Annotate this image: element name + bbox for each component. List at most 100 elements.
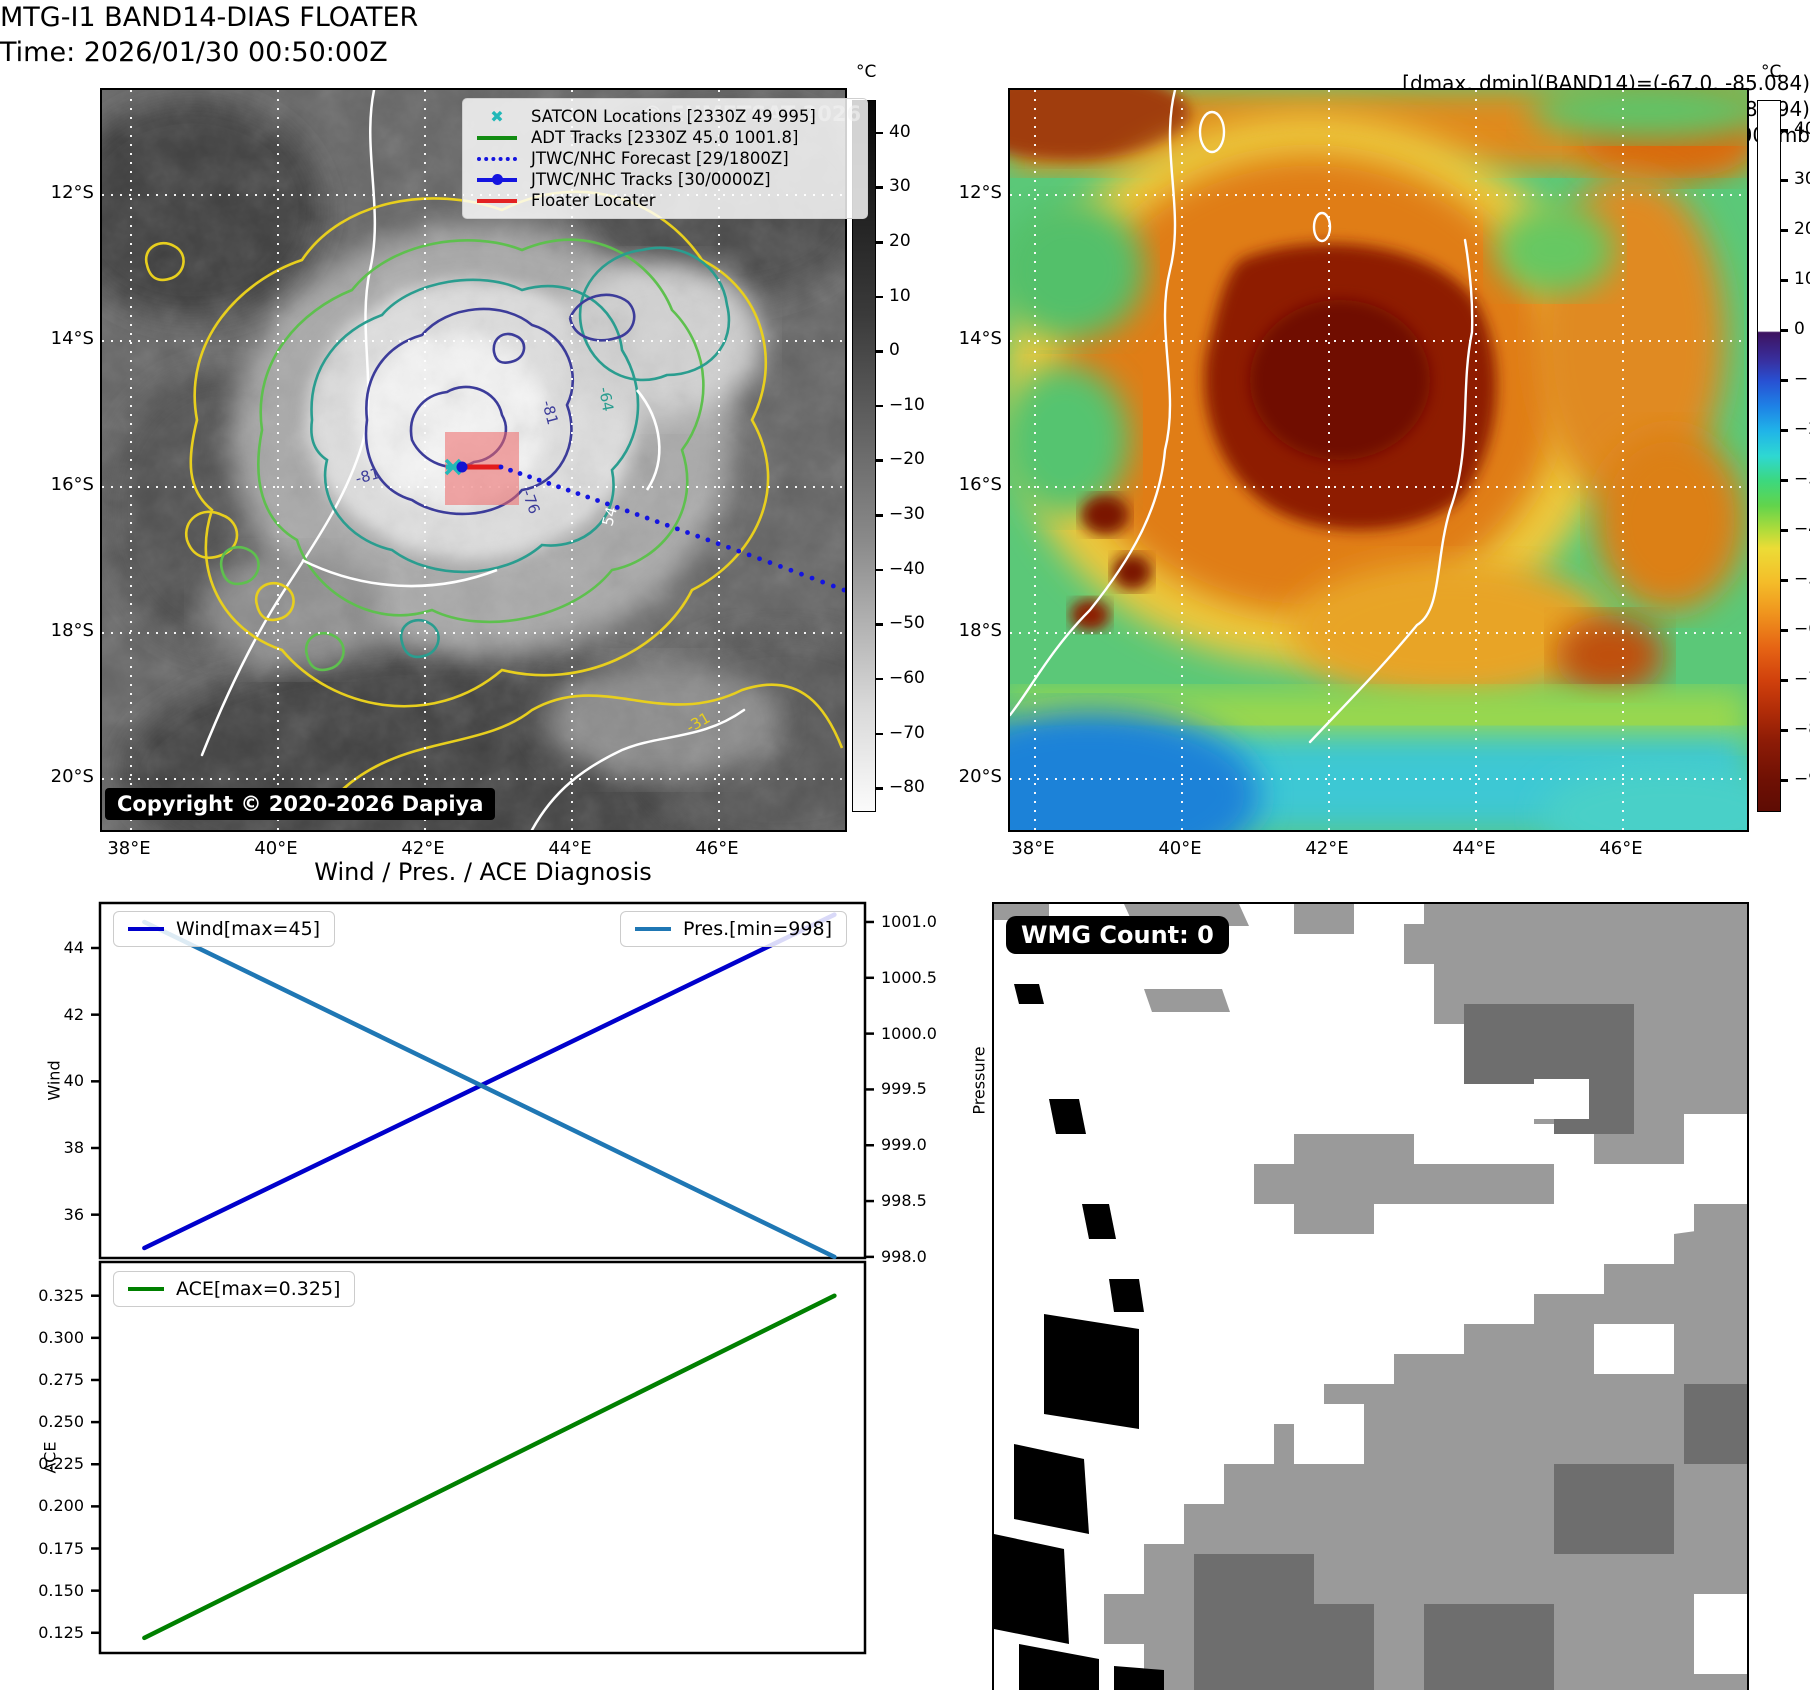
awv-map-panel: [920, 70, 1800, 880]
colorbar-tick-label: 30: [1794, 169, 1810, 189]
forecast-dot: [778, 564, 783, 569]
forecast-dot: [498, 464, 504, 470]
lat-tick-label: 18°S: [958, 620, 1002, 641]
line-icon: [128, 1287, 164, 1291]
forecast-dot: [654, 519, 660, 525]
map-legend-item: Floater Locater: [475, 190, 857, 211]
forecast-dot: [685, 530, 690, 535]
jtwc-forecast-track: [498, 464, 847, 593]
colorbar-tick-mark: [876, 514, 883, 517]
chart-legend: ACE[max=0.325]: [113, 1271, 356, 1307]
chart-axis-label: Wind: [44, 1059, 64, 1101]
forecast-dot: [517, 471, 523, 476]
colorbar-tick-mark: [1781, 429, 1788, 432]
map-legend: ✖ SATCON Locations [2330Z 49 995] ADT Trac…: [462, 98, 868, 219]
chart-legend: Pres.[min=998]: [620, 911, 847, 947]
chart-axis-label: ACE: [40, 1441, 60, 1473]
chart-tick-label: 44: [63, 938, 84, 957]
lat-tick-label: 20°S: [50, 766, 94, 787]
coastlines: [1008, 88, 1474, 744]
map-legend-item: JTWC/NHC Tracks [30/0000Z]: [475, 169, 857, 190]
chart-tick-label: 998.0: [881, 1246, 927, 1266]
chart-tick-label: 42: [63, 1004, 84, 1024]
copyright-badge: Copyright © 2020-2026 Dapiya: [105, 788, 496, 820]
colorbar-tick-mark: [876, 677, 883, 681]
colorbar-tick-label: −80: [1794, 719, 1810, 739]
chart-tick-label: 0.225: [38, 1454, 84, 1474]
forecast-dot: [674, 526, 680, 532]
wmg-white-holes: [1294, 1079, 1747, 1674]
forecast-dot: [624, 508, 630, 514]
colorbar-tick-label: 20: [1794, 219, 1810, 239]
colorbar-tick-label: −40: [1794, 519, 1810, 539]
line-icon: [635, 927, 671, 931]
colorbar-tick-label: −70: [1794, 669, 1810, 689]
colorbar-tick-mark: [1781, 679, 1788, 682]
colorbar-tick-mark: [876, 350, 883, 353]
chart-tick-label: 0.125: [38, 1622, 84, 1642]
colorbar-tick-label: −90: [1794, 769, 1810, 789]
colorbar-tick-mark: [1781, 629, 1788, 632]
colorbar-tick-mark: [1781, 379, 1788, 382]
chart-legend-label: Wind[max=45]: [176, 918, 321, 940]
colorbar-tick-label: −30: [889, 504, 925, 525]
series-Wind[max=45]: [142, 912, 837, 1251]
lon-tick-label: 38°E: [1011, 838, 1055, 859]
awv-satellite-image: [920, 70, 1800, 880]
forecast-dot: [527, 474, 532, 480]
wmg-panel: WMG Count: 0: [992, 902, 1749, 1690]
chart-tick-label: 38: [63, 1138, 84, 1157]
forecast-dot: [799, 571, 804, 577]
chart-tick-label: 0.325: [38, 1285, 84, 1305]
lat-tick-label: 12°S: [958, 182, 1002, 203]
band14-colorbar-unit: °C: [856, 62, 877, 82]
colorbar-tick-label: −40: [889, 558, 925, 579]
colorbar-tick-mark: [876, 131, 883, 135]
colorbar-tick-label: −80: [889, 777, 925, 798]
band14-header: MTG-I1 BAND14-DIAS FLOATER Time: 2026/01…: [0, 0, 1810, 70]
colorbar-tick-mark: [876, 404, 883, 408]
colorbar-tick-mark: [876, 623, 883, 626]
chart-legend: Wind[max=45]: [113, 911, 336, 947]
colorbar-tick-label: 10: [1794, 269, 1810, 289]
lon-tick-label: 44°E: [548, 838, 592, 859]
forecast-dot: [644, 515, 650, 521]
colorbar-tick-label: −50: [1794, 569, 1810, 589]
chart-axis-label: Pressure: [969, 1045, 989, 1115]
colorbar-tick-label: 20: [889, 231, 911, 251]
chart-tick-label: 0.175: [38, 1538, 84, 1558]
chart-tick-label: 998.5: [881, 1191, 927, 1211]
chart-tick-label: 0.200: [38, 1496, 84, 1516]
lon-tick-label: 42°E: [401, 838, 445, 859]
chart-tick-label: 0.300: [38, 1327, 84, 1347]
lon-tick-label: 42°E: [1305, 838, 1349, 859]
chart-legend-label: ACE[max=0.325]: [176, 1278, 341, 1300]
chart-tick-label: 1000.0: [881, 1023, 937, 1043]
diagnosis-title: Wind / Pres. / ACE Diagnosis: [314, 858, 652, 886]
awv-colorbar-unit: °C: [1761, 62, 1782, 82]
colorbar-tick-mark: [876, 787, 883, 790]
forecast-dot: [546, 481, 552, 486]
colorbar-tick-label: 10: [889, 285, 911, 306]
colorbar-tick-mark: [1781, 179, 1788, 182]
forecast-dot: [736, 548, 742, 554]
colorbar-tick-mark: [1781, 729, 1788, 732]
colorbar-tick-mark: [1781, 279, 1788, 282]
forecast-dot: [695, 533, 701, 539]
map-legend-item: ADT Tracks [2330Z 45.0 1001.8]: [475, 127, 857, 148]
floater-markers: [444, 432, 847, 593]
lon-tick-label: 46°E: [695, 838, 739, 859]
colorbar-tick-label: −70: [889, 722, 925, 743]
forecast-dot: [830, 583, 836, 589]
awv-cloud-field: [920, 70, 1800, 880]
graticule: [102, 90, 845, 830]
lat-tick-label: 14°S: [958, 328, 1002, 349]
dotted-line-icon: [475, 156, 519, 161]
lat-tick-label: 16°S: [50, 474, 94, 495]
forecast-dot: [809, 575, 815, 581]
forecast-dot: [757, 556, 762, 562]
colorbar-tick-label: 40: [889, 121, 911, 142]
forecast-dot: [820, 579, 826, 585]
colorbar-tick-label: 0: [889, 340, 900, 361]
forecast-dot: [556, 484, 561, 490]
